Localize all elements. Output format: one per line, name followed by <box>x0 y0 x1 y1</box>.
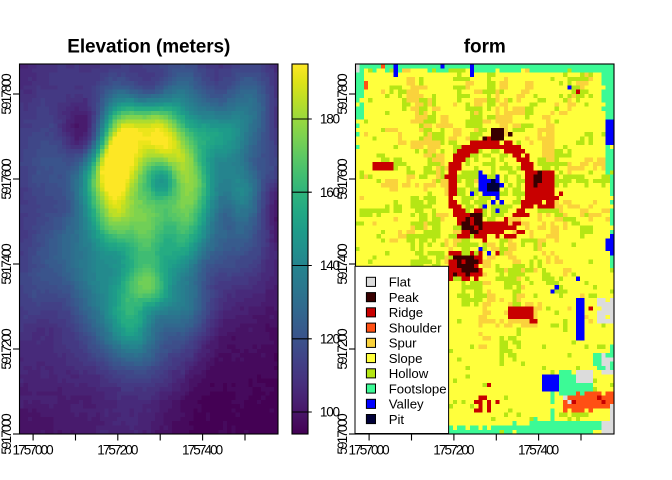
svg-text:Slope: Slope <box>389 351 423 366</box>
svg-text:140: 140 <box>320 258 341 273</box>
svg-text:5917200: 5917200 <box>335 328 350 369</box>
svg-text:100: 100 <box>320 405 341 420</box>
svg-text:5917800: 5917800 <box>335 73 350 114</box>
svg-text:160: 160 <box>320 185 341 200</box>
svg-text:1757000: 1757000 <box>12 443 53 458</box>
svg-text:5917400: 5917400 <box>0 243 14 284</box>
svg-text:180: 180 <box>320 112 341 127</box>
svg-text:1757400: 1757400 <box>518 443 559 458</box>
svg-text:5917000: 5917000 <box>0 413 14 454</box>
svg-text:5917000: 5917000 <box>335 413 350 454</box>
svg-text:5917200: 5917200 <box>0 328 14 369</box>
svg-text:5917600: 5917600 <box>0 158 14 199</box>
svg-text:Pit: Pit <box>389 412 405 427</box>
svg-text:Ridge: Ridge <box>389 305 423 320</box>
svg-text:5917400: 5917400 <box>335 243 350 284</box>
svg-text:1757200: 1757200 <box>433 443 474 458</box>
svg-text:Flat: Flat <box>389 275 411 290</box>
svg-text:1757000: 1757000 <box>349 443 390 458</box>
svg-text:120: 120 <box>320 331 341 346</box>
svg-text:Shoulder: Shoulder <box>389 320 442 335</box>
svg-text:5917600: 5917600 <box>335 158 350 199</box>
svg-text:1757400: 1757400 <box>182 443 223 458</box>
svg-text:Spur: Spur <box>389 336 417 351</box>
svg-text:Peak: Peak <box>389 290 419 305</box>
svg-text:Elevation (meters): Elevation (meters) <box>67 37 230 58</box>
svg-text:Footslope: Footslope <box>389 381 447 396</box>
svg-text:Hollow: Hollow <box>389 366 429 381</box>
svg-text:Valley: Valley <box>389 397 424 412</box>
svg-text:5917800: 5917800 <box>0 73 14 114</box>
svg-text:form: form <box>464 37 506 58</box>
svg-text:1757200: 1757200 <box>97 443 138 458</box>
